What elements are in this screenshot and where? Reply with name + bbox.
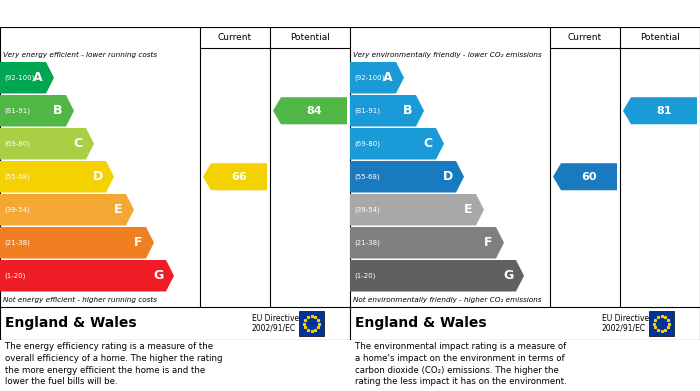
Text: England & Wales: England & Wales	[355, 316, 486, 330]
Text: Potential: Potential	[290, 33, 330, 42]
Text: (21-38): (21-38)	[354, 240, 380, 246]
Text: F: F	[134, 236, 142, 249]
Text: The environmental impact rating is a measure of
a home's impact on the environme: The environmental impact rating is a mea…	[355, 342, 567, 386]
Text: 66: 66	[231, 172, 247, 182]
Bar	[649, 311, 674, 336]
Polygon shape	[623, 97, 697, 124]
Text: A: A	[33, 71, 43, 84]
Text: 81: 81	[657, 106, 672, 116]
Text: Not environmentally friendly - higher CO₂ emissions: Not environmentally friendly - higher CO…	[353, 297, 542, 303]
Text: C: C	[424, 137, 433, 150]
Text: Current: Current	[218, 33, 252, 42]
Polygon shape	[553, 163, 617, 190]
Text: (81-91): (81-91)	[4, 108, 30, 114]
Text: Potential: Potential	[640, 33, 680, 42]
Polygon shape	[273, 97, 347, 124]
Text: (81-91): (81-91)	[354, 108, 380, 114]
Text: C: C	[74, 137, 83, 150]
Text: (69-80): (69-80)	[354, 140, 380, 147]
Polygon shape	[0, 95, 74, 127]
Text: E: E	[463, 203, 473, 216]
Text: The energy efficiency rating is a measure of the
overall efficiency of a home. T: The energy efficiency rating is a measur…	[5, 342, 223, 386]
Polygon shape	[350, 62, 404, 93]
Text: 84: 84	[306, 106, 322, 116]
Text: E: E	[113, 203, 122, 216]
Text: England & Wales: England & Wales	[5, 316, 136, 330]
Polygon shape	[0, 194, 134, 226]
Text: F: F	[484, 236, 492, 249]
Text: (55-68): (55-68)	[354, 174, 379, 180]
Polygon shape	[350, 128, 444, 160]
Text: Environmental Impact (CO₂) Rating: Environmental Impact (CO₂) Rating	[357, 7, 589, 20]
Text: (92-100): (92-100)	[4, 75, 34, 81]
Text: (92-100): (92-100)	[354, 75, 384, 81]
Polygon shape	[350, 227, 504, 258]
Polygon shape	[350, 95, 424, 127]
Text: 60: 60	[581, 172, 596, 182]
Text: D: D	[93, 170, 103, 183]
Text: Very environmentally friendly - lower CO₂ emissions: Very environmentally friendly - lower CO…	[353, 52, 542, 58]
Polygon shape	[350, 194, 484, 226]
Text: (69-80): (69-80)	[4, 140, 30, 147]
Text: (39-54): (39-54)	[354, 206, 379, 213]
Text: B: B	[403, 104, 413, 117]
Text: Current: Current	[568, 33, 602, 42]
Text: B: B	[53, 104, 63, 117]
Text: (1-20): (1-20)	[354, 273, 375, 279]
Text: Not energy efficient - higher running costs: Not energy efficient - higher running co…	[3, 297, 157, 303]
Bar	[299, 311, 324, 336]
Text: EU Directive: EU Directive	[602, 314, 649, 323]
Text: (55-68): (55-68)	[4, 174, 29, 180]
Text: Energy Efficiency Rating: Energy Efficiency Rating	[7, 7, 169, 20]
Polygon shape	[0, 260, 174, 292]
Polygon shape	[0, 62, 54, 93]
Polygon shape	[350, 161, 464, 192]
Text: 2002/91/EC: 2002/91/EC	[602, 324, 646, 333]
Polygon shape	[0, 227, 154, 258]
Polygon shape	[0, 128, 94, 160]
Text: G: G	[503, 269, 513, 282]
Text: Very energy efficient - lower running costs: Very energy efficient - lower running co…	[3, 52, 157, 58]
Text: A: A	[383, 71, 393, 84]
Text: (39-54): (39-54)	[4, 206, 29, 213]
Text: (1-20): (1-20)	[4, 273, 25, 279]
Polygon shape	[0, 161, 114, 192]
Text: G: G	[153, 269, 163, 282]
Text: 2002/91/EC: 2002/91/EC	[252, 324, 296, 333]
Polygon shape	[350, 260, 524, 292]
Text: (21-38): (21-38)	[4, 240, 30, 246]
Text: EU Directive: EU Directive	[252, 314, 299, 323]
Polygon shape	[203, 163, 267, 190]
Text: D: D	[443, 170, 453, 183]
